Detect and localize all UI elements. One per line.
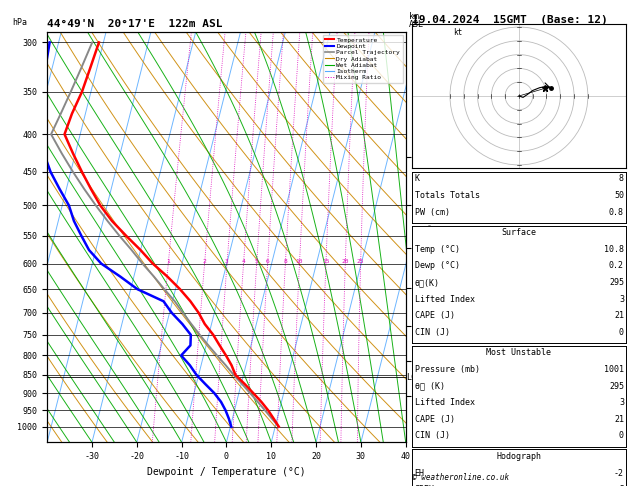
Text: 20: 20 xyxy=(342,259,349,263)
Text: 3: 3 xyxy=(225,259,229,263)
Text: 3: 3 xyxy=(619,398,624,407)
Text: 15: 15 xyxy=(322,259,330,263)
Text: km
ASL: km ASL xyxy=(409,12,424,29)
Text: Lifted Index: Lifted Index xyxy=(415,295,474,304)
Text: θᴄ (K): θᴄ (K) xyxy=(415,382,445,391)
Text: Pressure (mb): Pressure (mb) xyxy=(415,365,479,374)
Text: 6: 6 xyxy=(266,259,269,263)
Text: 0: 0 xyxy=(619,431,624,440)
Text: SREH: SREH xyxy=(415,485,435,486)
Text: 21: 21 xyxy=(614,311,624,320)
Text: Most Unstable: Most Unstable xyxy=(486,348,552,358)
Text: CAPE (J): CAPE (J) xyxy=(415,311,455,320)
Text: CIN (J): CIN (J) xyxy=(415,328,450,337)
Text: Hodograph: Hodograph xyxy=(496,452,542,461)
Text: 2: 2 xyxy=(203,259,206,263)
X-axis label: Dewpoint / Temperature (°C): Dewpoint / Temperature (°C) xyxy=(147,467,306,477)
Text: 2: 2 xyxy=(619,485,624,486)
Text: 5: 5 xyxy=(255,259,259,263)
Text: Dewp (°C): Dewp (°C) xyxy=(415,261,460,271)
Text: Totals Totals: Totals Totals xyxy=(415,191,479,200)
Text: 1: 1 xyxy=(167,259,170,263)
Text: 3: 3 xyxy=(619,295,624,304)
Text: LCL: LCL xyxy=(406,373,421,382)
Text: -2: -2 xyxy=(614,469,624,478)
Text: Lifted Index: Lifted Index xyxy=(415,398,474,407)
Text: 21: 21 xyxy=(614,415,624,424)
Text: CAPE (J): CAPE (J) xyxy=(415,415,455,424)
Text: 50: 50 xyxy=(614,191,624,200)
Text: hPa: hPa xyxy=(13,17,28,27)
Y-axis label: Mixing Ratio (g/kg): Mixing Ratio (g/kg) xyxy=(426,190,435,284)
Text: Temp (°C): Temp (°C) xyxy=(415,245,460,254)
Text: 44°49'N  20°17'E  122m ASL: 44°49'N 20°17'E 122m ASL xyxy=(47,19,223,30)
Text: θᴄ(K): θᴄ(K) xyxy=(415,278,440,287)
Text: PW (cm): PW (cm) xyxy=(415,208,450,217)
Text: 295: 295 xyxy=(609,382,624,391)
Text: Surface: Surface xyxy=(501,228,537,238)
Text: 8: 8 xyxy=(619,174,624,184)
Text: 10.8: 10.8 xyxy=(604,245,624,254)
Text: CIN (J): CIN (J) xyxy=(415,431,450,440)
Text: 4: 4 xyxy=(242,259,245,263)
Text: 25: 25 xyxy=(357,259,364,263)
Text: K: K xyxy=(415,174,420,184)
Text: 0.8: 0.8 xyxy=(609,208,624,217)
Text: 19.04.2024  15GMT  (Base: 12): 19.04.2024 15GMT (Base: 12) xyxy=(412,15,608,25)
Text: © weatheronline.co.uk: © weatheronline.co.uk xyxy=(412,473,509,482)
Legend: Temperature, Dewpoint, Parcel Trajectory, Dry Adiabat, Wet Adiabat, Isotherm, Mi: Temperature, Dewpoint, Parcel Trajectory… xyxy=(323,35,403,83)
Text: kt: kt xyxy=(453,28,462,37)
Text: 295: 295 xyxy=(609,278,624,287)
Text: 10: 10 xyxy=(296,259,303,263)
Text: 0: 0 xyxy=(619,328,624,337)
Text: 1001: 1001 xyxy=(604,365,624,374)
Text: 8: 8 xyxy=(284,259,287,263)
Text: 0.2: 0.2 xyxy=(609,261,624,271)
Text: EH: EH xyxy=(415,469,425,478)
